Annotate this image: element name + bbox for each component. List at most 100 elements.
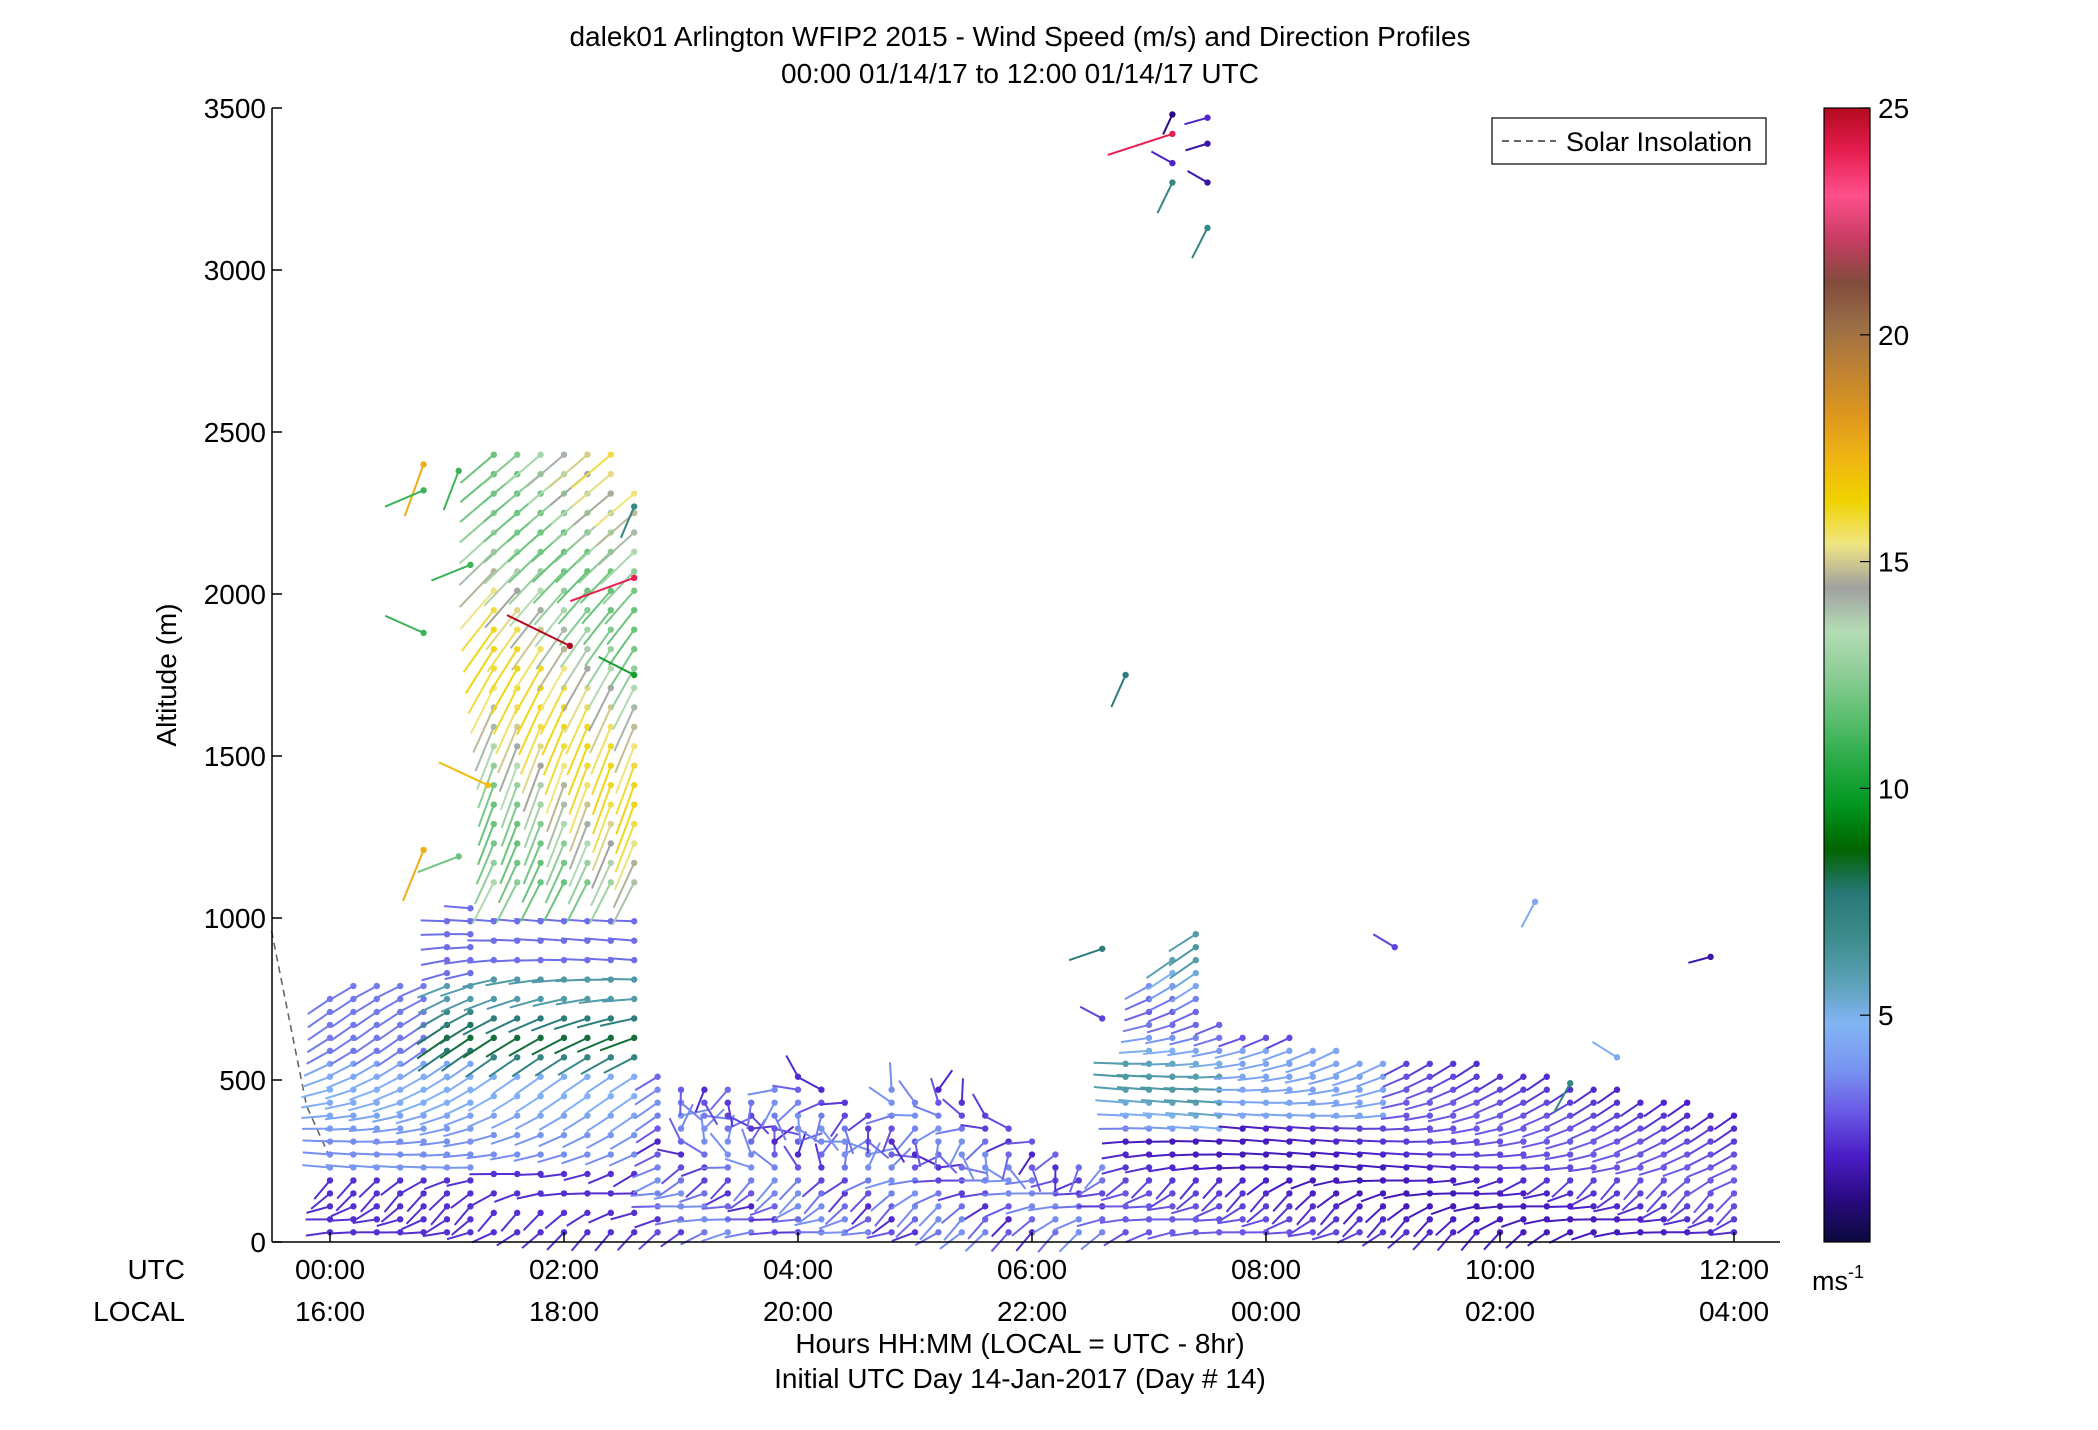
wind-barb-point: [1392, 944, 1398, 950]
wind-barb-point: [631, 568, 637, 574]
wind-barb-point: [1497, 1138, 1503, 1144]
wind-barb-point: [514, 626, 520, 632]
wind-barb-point: [537, 879, 543, 885]
wind-barb-point: [795, 1190, 801, 1196]
wind-barb-point: [888, 1125, 894, 1131]
wind-barb-point: [1614, 1177, 1620, 1183]
wind-barb-point: [374, 983, 380, 989]
wind-barb-point: [1076, 1216, 1082, 1222]
wind-barb-point: [725, 1099, 731, 1105]
wind-barb-point: [608, 1015, 614, 1021]
wind-barb-point: [725, 1164, 731, 1170]
legend-solar-label: Solar Insolation: [1566, 127, 1752, 157]
wind-barb-point: [771, 1177, 777, 1183]
wind-barb-point: [935, 1229, 941, 1235]
wind-barb-shaft: [1430, 1193, 1453, 1194]
wind-barb-point: [1169, 1048, 1175, 1054]
wind-barb-point: [1590, 1203, 1596, 1209]
wind-barb-point: [1216, 1048, 1222, 1054]
wind-barb-point: [631, 704, 637, 710]
wind-barb-point: [631, 549, 637, 555]
wind-barb-point: [584, 763, 590, 769]
wind-barb-point: [514, 860, 520, 866]
wind-barb-point: [491, 743, 497, 749]
wind-barb-point: [888, 1151, 894, 1157]
wind-barb-point: [561, 1054, 567, 1060]
wind-barb-point: [1146, 1035, 1152, 1041]
wind-barb-point: [1731, 1138, 1737, 1144]
wind-barb-point: [1637, 1099, 1643, 1105]
wind-barb-point: [374, 1216, 380, 1222]
wind-barb-point: [1204, 140, 1210, 146]
wind-barb-point: [748, 1099, 754, 1105]
wind-barb-point: [561, 1035, 567, 1041]
wind-barb-point: [1310, 1216, 1316, 1222]
wind-barb-point: [584, 607, 590, 613]
wind-barb-shaft: [680, 1090, 681, 1116]
wind-barb-point: [1263, 1190, 1269, 1196]
wind-barb-point: [1473, 1061, 1479, 1067]
wind-barb-shaft: [1312, 1128, 1336, 1129]
wind-barb-point: [865, 1164, 871, 1170]
wind-barb-point: [350, 1099, 356, 1105]
wind-barb-point: [537, 1132, 543, 1138]
wind-barb-point: [748, 1138, 754, 1144]
wind-barb-point: [701, 1229, 707, 1235]
wind-barb-point: [678, 1190, 684, 1196]
y-tick-label: 3000: [204, 255, 266, 286]
wind-barb-point: [1076, 1177, 1082, 1183]
wind-barb-point: [350, 1203, 356, 1209]
wind-barb-point: [584, 821, 590, 827]
wind-barb-shaft: [1405, 1154, 1429, 1155]
wind-barb-point: [1356, 1099, 1362, 1105]
wind-barb-shaft: [1193, 1232, 1219, 1233]
wind-barb-point: [1614, 1190, 1620, 1196]
wind-barb-point: [818, 1112, 824, 1118]
wind-barb-point: [491, 1035, 497, 1041]
wind-barb-point: [584, 1210, 590, 1216]
wind-barb-shaft: [516, 1174, 540, 1175]
wind-barb-point: [1614, 1164, 1620, 1170]
wind-barb-point: [701, 1190, 707, 1196]
x-axis-label-2: Initial UTC Day 14-Jan-2017 (Day # 14): [774, 1363, 1266, 1394]
wind-barb-point: [912, 1112, 918, 1118]
wind-barb-point: [1497, 1125, 1503, 1131]
wind-barb-shaft: [602, 979, 634, 980]
wind-barb-point: [1029, 1151, 1035, 1157]
wind-barb-point: [1286, 1177, 1292, 1183]
wind-barb-point: [1661, 1203, 1667, 1209]
wind-barb-point: [1520, 1099, 1526, 1105]
wind-barb-point: [561, 607, 567, 613]
wind-barb-point: [1333, 1203, 1339, 1209]
chart-title: dalek01 Arlington WFIP2 2015 - Wind Spee…: [569, 21, 1470, 52]
wind-barb-point: [561, 801, 567, 807]
wind-barb-point: [1380, 1099, 1386, 1105]
wind-barb-point: [1637, 1164, 1643, 1170]
wind-barb-point: [1380, 1190, 1386, 1196]
wind-barb-point: [1263, 1203, 1269, 1209]
wind-barb-point: [444, 1216, 450, 1222]
wind-barb-point: [584, 1035, 590, 1041]
x-tick-label-local: 22:00: [997, 1296, 1067, 1327]
wind-barb-point: [584, 840, 590, 846]
wind-barb-point: [485, 782, 491, 788]
wind-barb-point: [561, 451, 567, 457]
wind-barb-point: [865, 1112, 871, 1118]
colorbar-tick-label: 5: [1878, 1000, 1894, 1031]
wind-barb-point: [1029, 1177, 1035, 1183]
wind-barb-point: [514, 1210, 520, 1216]
wind-barb-point: [1450, 1061, 1456, 1067]
wind-barb-point: [771, 1138, 777, 1144]
wind-barb-point: [1029, 1138, 1035, 1144]
wind-barb-point: [818, 1151, 824, 1157]
wind-barb-point: [1473, 1112, 1479, 1118]
wind-barb-point: [1544, 1190, 1550, 1196]
wind-barb-point: [1520, 1138, 1526, 1144]
wind-barb-point: [701, 1099, 707, 1105]
wind-barb-point: [818, 1164, 824, 1170]
wind-barb-point: [1637, 1177, 1643, 1183]
wind-barb-point: [631, 529, 637, 535]
wind-barb-point: [1193, 1203, 1199, 1209]
wind-barb-point: [1122, 1229, 1128, 1235]
wind-barb-point: [420, 1190, 426, 1196]
